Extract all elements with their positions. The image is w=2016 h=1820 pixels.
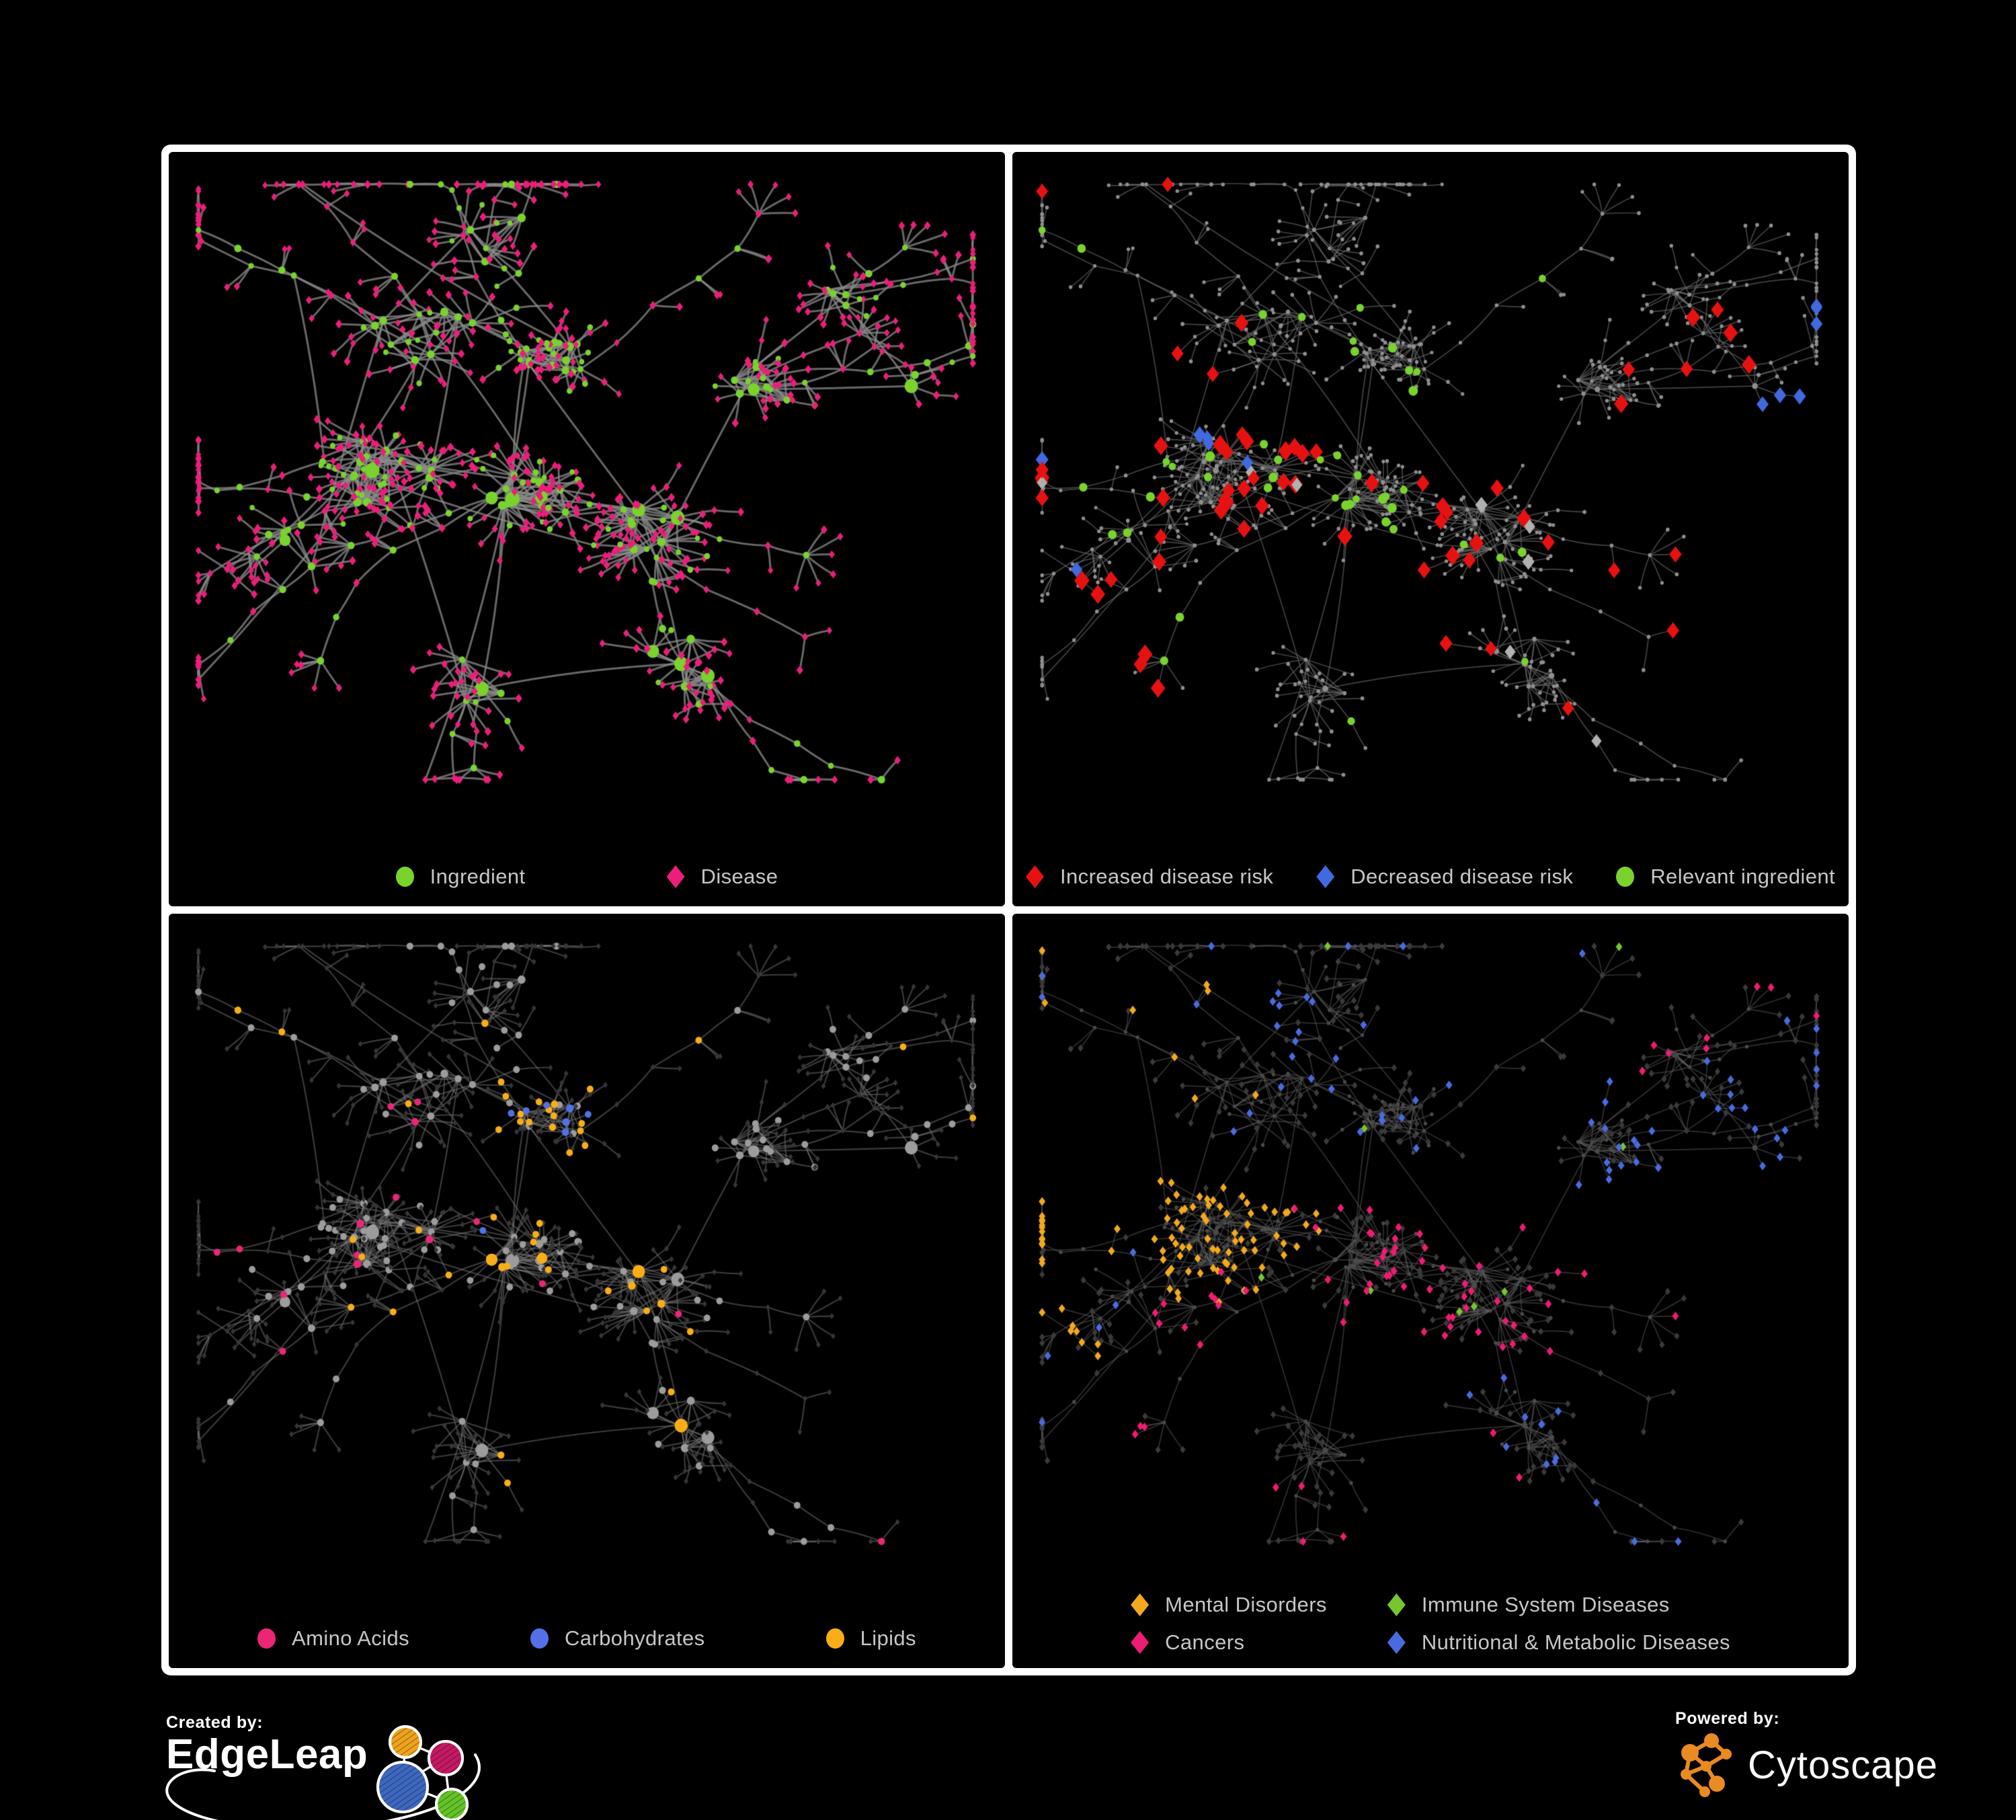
- relevant-ingredient-swatch: [1616, 867, 1635, 887]
- cytoscape-wordmark: Cytoscape: [1748, 1743, 1939, 1787]
- panel-disease-classes: Mental Disorders Immune System Diseases …: [1012, 914, 1849, 1668]
- legend-label: Carbohydrates: [565, 1626, 705, 1650]
- legend-label: Decreased disease risk: [1350, 865, 1574, 888]
- legend-label: Immune System Diseases: [1421, 1593, 1670, 1616]
- legend-item: Lipids: [825, 1626, 916, 1651]
- legend-item: Carbohydrates: [530, 1626, 705, 1651]
- cytoscape-logo-row: Cytoscape: [1675, 1731, 1998, 1798]
- network-canvas-disease-classes: [1012, 914, 1849, 1668]
- ingredient-swatch: [395, 867, 414, 887]
- legend-item: Immune System Diseases: [1387, 1593, 1730, 1617]
- legend-label: Cancers: [1165, 1630, 1245, 1654]
- edgeleap-logo-row: EdgeLeap: [166, 1725, 542, 1820]
- amino-acids-swatch: [257, 1628, 276, 1649]
- legend-item: Disease: [666, 865, 778, 889]
- legend-label: Nutritional & Metabolic Diseases: [1421, 1630, 1730, 1654]
- legend-label: Relevant ingredient: [1650, 865, 1835, 888]
- legend-label: Disease: [700, 865, 778, 888]
- cancers-swatch: [1131, 1631, 1150, 1654]
- created-by-block: Created by: EdgeLeap: [165, 1713, 542, 1820]
- disease-swatch: [666, 865, 685, 888]
- legend-label: Increased disease risk: [1060, 865, 1274, 888]
- panel-ingredient-disease: Ingredient Disease: [169, 152, 1005, 906]
- increased-risk-swatch: [1026, 865, 1045, 888]
- network-canvas-ingredient-classes: [169, 914, 1005, 1668]
- legend-disease-classes: Mental Disorders Immune System Diseases …: [1012, 1593, 1849, 1655]
- legend-item: Cancers: [1131, 1630, 1327, 1655]
- legend-item: Mental Disorders: [1131, 1593, 1327, 1617]
- legend-item: Amino Acids: [257, 1626, 409, 1651]
- created-by-label: Created by:: [166, 1713, 264, 1732]
- panel-disease-risk: Increased disease risk Decreased disease…: [1012, 152, 1849, 906]
- legend-disease-risk: Increased disease risk Decreased disease…: [1012, 865, 1849, 889]
- immune-system-diseases-swatch: [1387, 1593, 1406, 1616]
- nutritional-metabolic-swatch: [1387, 1631, 1406, 1654]
- carbohydrates-swatch: [530, 1628, 549, 1649]
- network-canvas-disease-risk: [1012, 152, 1849, 906]
- lipids-swatch: [825, 1628, 844, 1649]
- legend-item: Nutritional & Metabolic Diseases: [1387, 1630, 1730, 1655]
- legend-item: Relevant ingredient: [1616, 865, 1835, 889]
- legend-item: Ingredient: [395, 865, 526, 889]
- legend-label: Lipids: [860, 1626, 916, 1650]
- network-canvas-ingredient-disease: [169, 152, 1005, 906]
- legend-item: Decreased disease risk: [1316, 865, 1573, 889]
- mental-disorders-swatch: [1131, 1593, 1150, 1616]
- powered-by-block: Powered by:: [1675, 1709, 1998, 1798]
- panel-grid: Ingredient Disease Increased disease ris…: [161, 145, 1856, 1675]
- edgeleap-logo: [376, 1725, 469, 1820]
- decreased-risk-swatch: [1316, 865, 1335, 888]
- panel-ingredient-classes: Amino Acids Carbohydrates Lipids: [169, 914, 1005, 1668]
- legend-ingredient-classes: Amino Acids Carbohydrates Lipids: [169, 1626, 1005, 1651]
- legend-item: Increased disease risk: [1026, 865, 1273, 889]
- edgeleap-wordmark: EdgeLeap: [166, 1731, 368, 1778]
- legend-label: Ingredient: [430, 865, 526, 888]
- legend-label: Mental Disorders: [1165, 1593, 1327, 1616]
- cytoscape-logo: [1681, 1733, 1732, 1797]
- legend-label: Amino Acids: [292, 1626, 410, 1650]
- legend-ingredient-disease: Ingredient Disease: [169, 865, 1005, 889]
- powered-by-label: Powered by:: [1675, 1709, 1780, 1728]
